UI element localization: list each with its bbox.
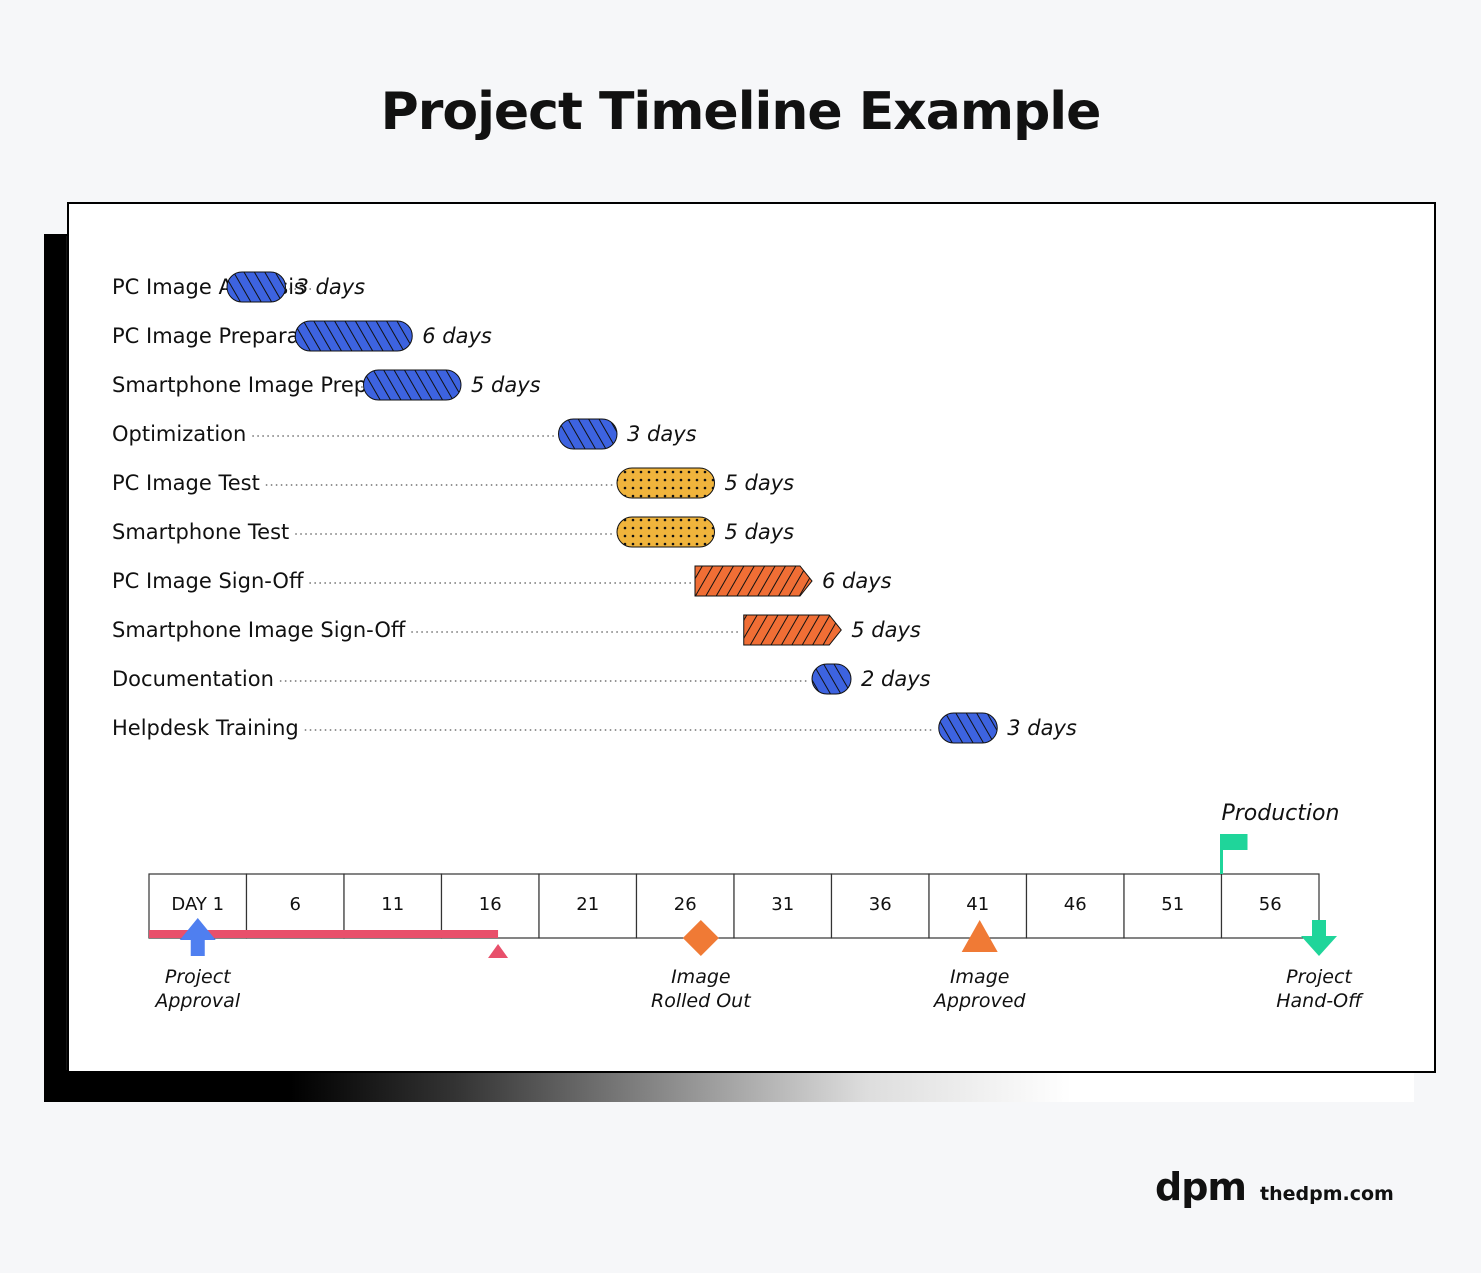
task-duration-label: 2 days: [861, 667, 931, 691]
axis-cell: [1220, 873, 1320, 939]
task-label: Documentation: [112, 667, 274, 691]
task-bar: [558, 418, 618, 450]
task-bar: [694, 565, 813, 597]
logo-url: thedpm.com: [1260, 1183, 1394, 1205]
milestone-label-line1: Project: [165, 966, 232, 988]
axis-cell: [830, 873, 930, 939]
timeline-card: PC Image Analysis 3 days PC Image Preparat…: [67, 202, 1436, 1073]
axis-tick-label: 26: [674, 894, 697, 915]
task-label: Smartphone Image Sign-Off: [112, 618, 406, 642]
task-label: PC Image Sign-Off: [112, 569, 304, 593]
production-flag: [1221, 834, 1248, 850]
progress-bar: [149, 930, 499, 938]
axis-tick-label: 16: [479, 894, 502, 915]
task-duration-label: 5 days: [851, 618, 921, 642]
task-duration-label: 3 days: [296, 275, 366, 299]
task-bar: [226, 271, 286, 303]
task-duration-label: 5 days: [471, 373, 541, 397]
task-duration-label: 3 days: [627, 422, 697, 446]
task-bar: [811, 663, 852, 695]
axis-cell: [733, 873, 833, 939]
task-duration-label: 6 days: [822, 569, 892, 593]
axis-cell: [538, 873, 638, 939]
timeline-axis: DAY 1 6 11 16 21 26 31 36 41 46 51 56 Production: [148, 801, 1340, 958]
brand-logo: dpm thedpm.com: [1155, 1165, 1394, 1209]
milestone-label-line1: Image: [950, 966, 1010, 988]
task-row: PC Image Sign-Off 6 days: [112, 565, 892, 597]
task-duration-label: 5 days: [725, 520, 795, 544]
task-duration-label: 6 days: [422, 324, 492, 348]
task-duration-label: 5 days: [725, 471, 795, 495]
axis-cell: [440, 873, 540, 939]
axis-tick-label: DAY 1: [171, 894, 224, 915]
page-title: Project Timeline Example: [380, 82, 1102, 142]
task-bar: [363, 369, 462, 401]
logo-mark: dpm: [1155, 1165, 1247, 1209]
axis-tick-label: 6: [290, 894, 301, 915]
card-shadow-bottom: [44, 1070, 1414, 1102]
axis-tick-label: 46: [1064, 894, 1087, 915]
task-label: Helpdesk Training: [112, 716, 299, 740]
progress-end-marker: [488, 944, 509, 958]
task-bar: [616, 467, 715, 499]
axis-tick-label: 36: [869, 894, 892, 915]
milestone-label-line1: Image: [671, 966, 731, 988]
task-label: Smartphone Test: [112, 520, 289, 544]
axis-tick-label: 31: [771, 894, 794, 915]
task-bar: [616, 516, 715, 548]
axis-tick-label: 11: [381, 894, 404, 915]
axis-cell: [1025, 873, 1125, 939]
axis-tick-label: 21: [576, 894, 599, 915]
task-row: PC Image Test 5 days: [112, 467, 795, 499]
task-row: PC Image Preparation 6 days: [112, 320, 492, 352]
milestone-label-line2: Approval: [153, 990, 240, 1012]
task-duration-label: 3 days: [1007, 716, 1077, 740]
milestone-label-line2: Approved: [932, 990, 1026, 1012]
milestone-label-line1: Project: [1286, 966, 1353, 988]
triangle-icon: [961, 920, 998, 952]
axis-cell: [1123, 873, 1223, 939]
axis-tick-label: 56: [1259, 894, 1282, 915]
task-label: PC Image Test: [112, 471, 260, 495]
task-row: Smartphone Image Sign-Off 5 days: [112, 614, 921, 646]
task-bar: [938, 712, 998, 744]
task-row: Smartphone Test 5 days: [112, 516, 795, 548]
milestone-label-line2: Hand-Off: [1276, 990, 1364, 1012]
task-row: Documentation 2 days: [112, 663, 931, 695]
task-label: Optimization: [112, 422, 246, 446]
diamond-icon: [682, 920, 719, 956]
axis-tick-label: 51: [1161, 894, 1184, 915]
task-row: Helpdesk Training 3 days: [112, 712, 1077, 744]
axis-tick-label: 41: [966, 894, 989, 915]
axis-cell: [343, 873, 443, 939]
production-label: Production: [1222, 801, 1340, 826]
task-bar: [743, 614, 842, 646]
task-row: Optimization 3 days: [112, 418, 697, 450]
task-row: Smartphone Image Preparation 5 days: [112, 369, 541, 401]
task-bar: [294, 320, 413, 352]
milestone-label-line2: Rolled Out: [651, 990, 752, 1012]
arrow-up-icon: [179, 918, 216, 956]
arrow-down-icon: [1301, 920, 1337, 956]
